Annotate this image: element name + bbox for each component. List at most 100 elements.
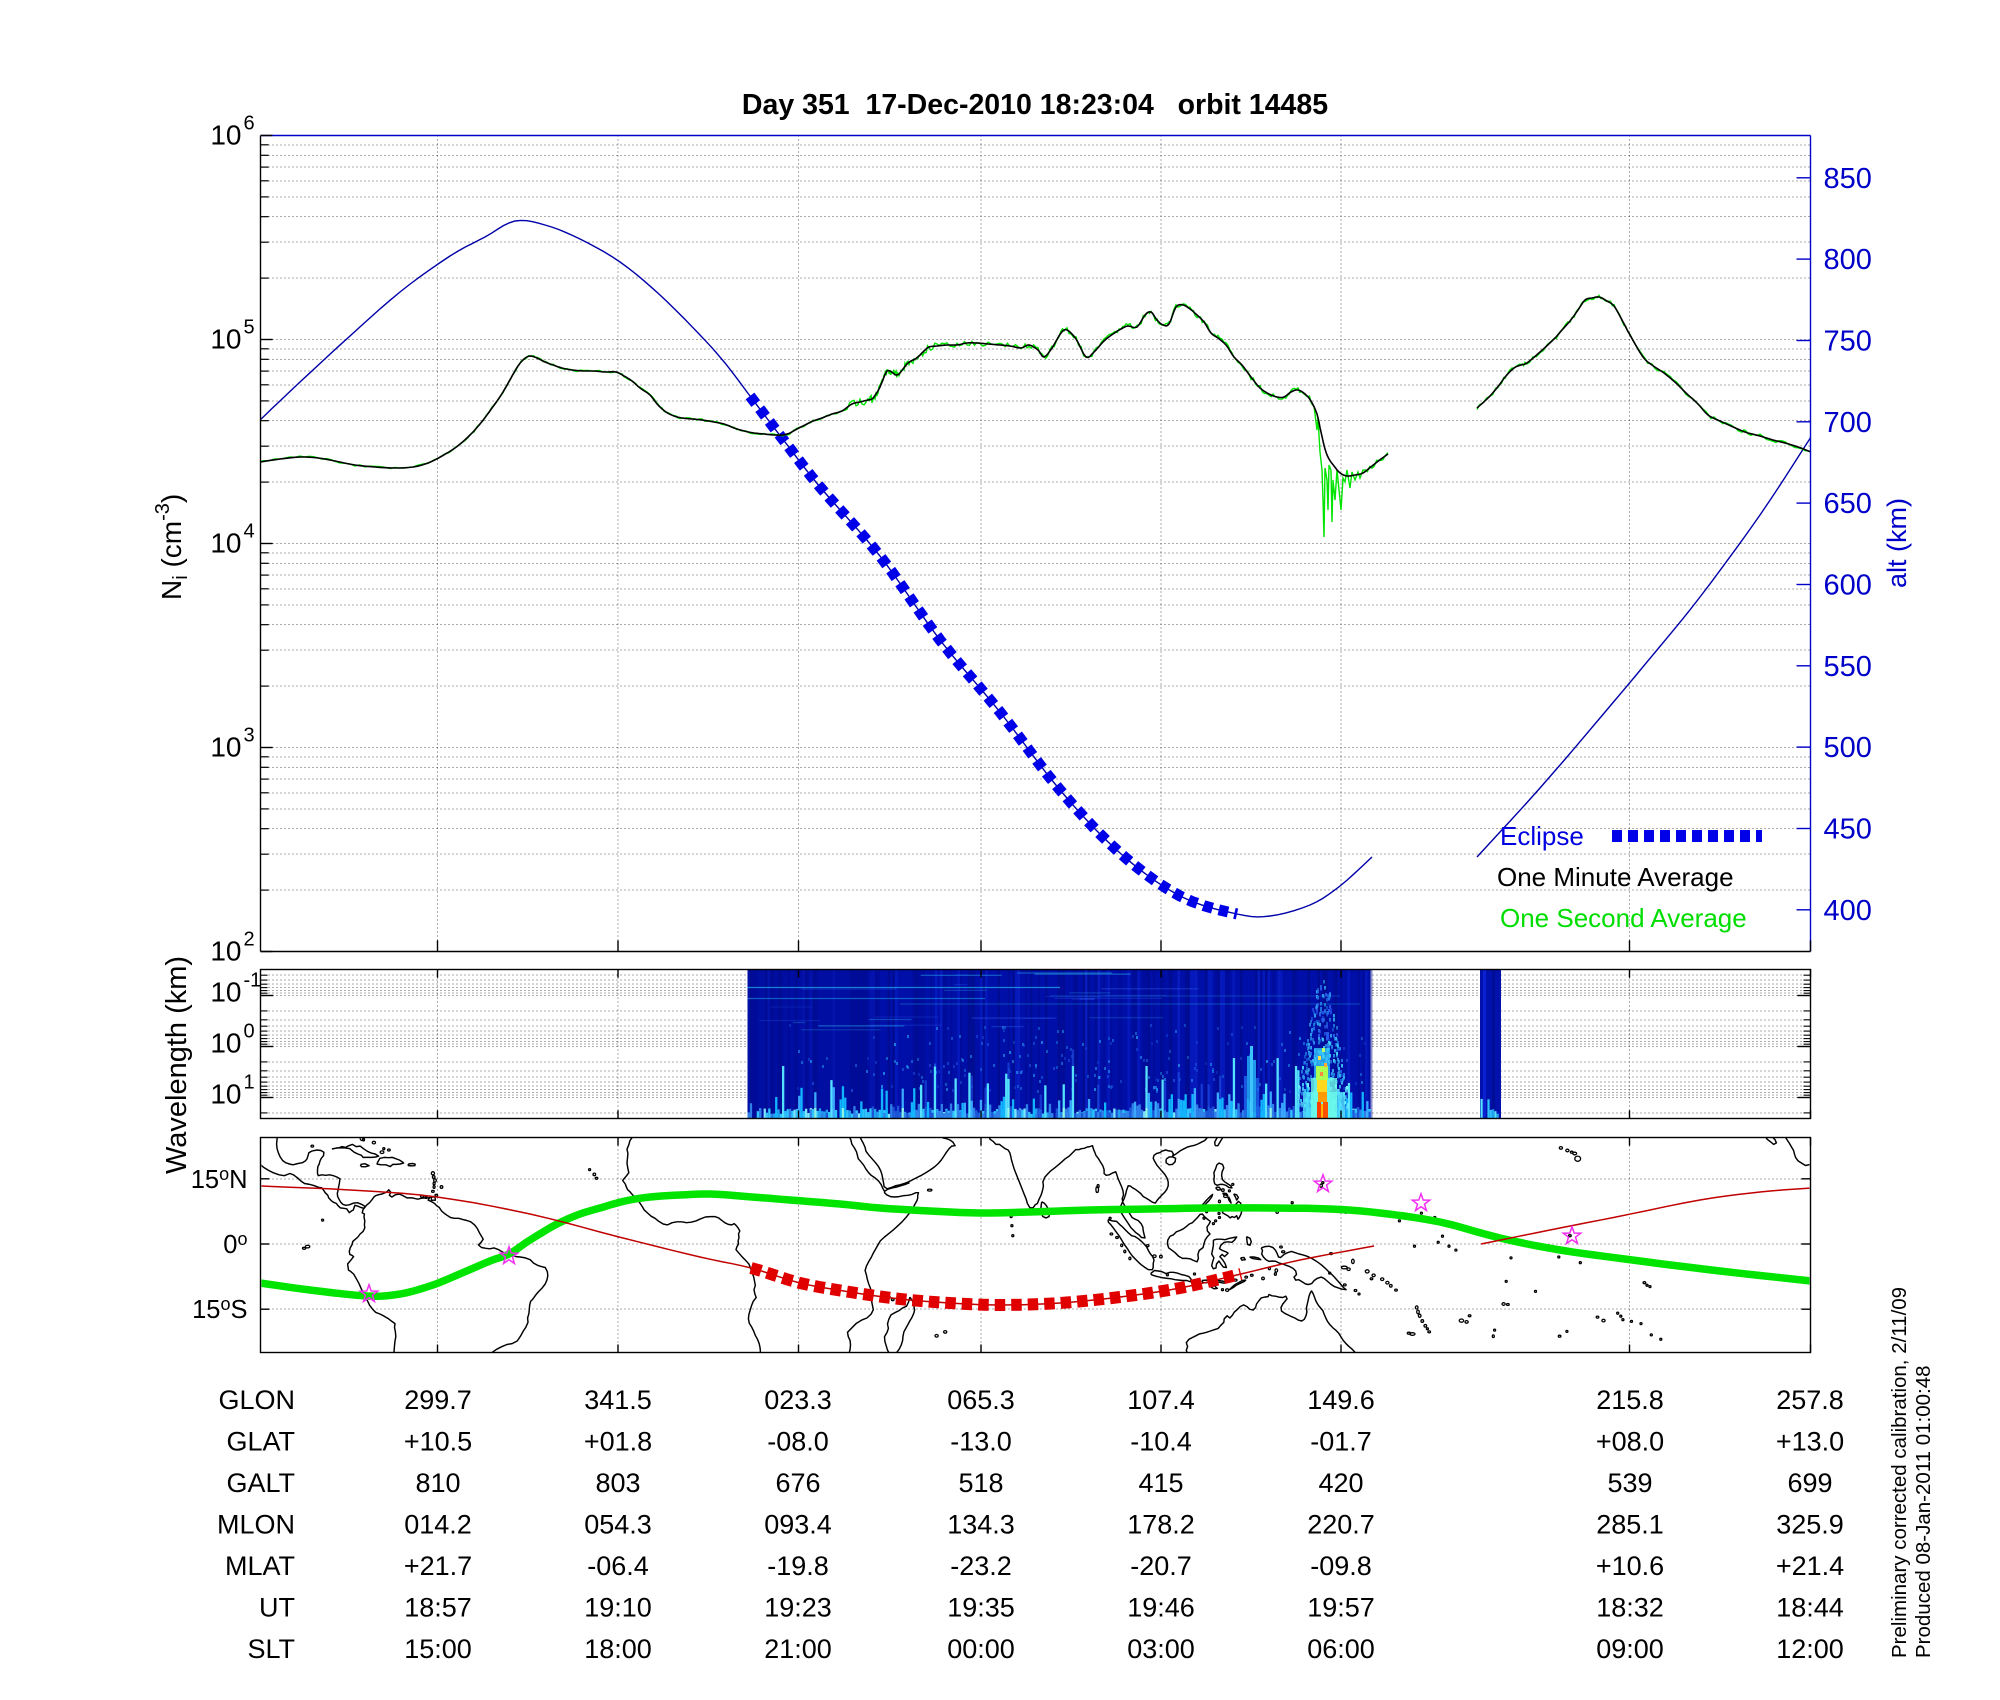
svg-text:06:00: 06:00: [1307, 1634, 1375, 1664]
svg-text:093.4: 093.4: [764, 1510, 832, 1540]
svg-text:550: 550: [1824, 651, 1872, 683]
svg-text:15:00: 15:00: [404, 1634, 472, 1664]
svg-text:299.7: 299.7: [404, 1385, 472, 1415]
svg-text:676: 676: [775, 1468, 820, 1498]
svg-text:18:57: 18:57: [404, 1593, 472, 1623]
svg-text:107.4: 107.4: [1127, 1385, 1195, 1415]
svg-text:4: 4: [244, 521, 255, 543]
svg-text:GLON: GLON: [218, 1385, 295, 1415]
svg-text:03:00: 03:00: [1127, 1634, 1195, 1664]
svg-text:10: 10: [210, 324, 241, 355]
svg-text:518: 518: [958, 1468, 1003, 1498]
svg-text:Produced 08-Jan-2011 01:00:48: Produced 08-Jan-2011 01:00:48: [1912, 1365, 1935, 1658]
svg-text:215.8: 215.8: [1596, 1385, 1664, 1415]
svg-text:10: 10: [210, 1079, 241, 1110]
svg-text:+13.0: +13.0: [1776, 1427, 1844, 1457]
svg-text:00:00: 00:00: [947, 1634, 1015, 1664]
svg-text:1: 1: [244, 1072, 255, 1094]
svg-text:-23.2: -23.2: [950, 1551, 1012, 1581]
svg-text:alt (km): alt (km): [1882, 498, 1912, 588]
svg-text:134.3: 134.3: [947, 1510, 1015, 1540]
svg-text:023.3: 023.3: [764, 1385, 832, 1415]
svg-text:18:44: 18:44: [1776, 1593, 1844, 1623]
svg-text:178.2: 178.2: [1127, 1510, 1195, 1540]
svg-text:600: 600: [1824, 570, 1872, 602]
svg-text:+21.4: +21.4: [1776, 1551, 1844, 1581]
svg-text:650: 650: [1824, 488, 1872, 520]
svg-text:15oN: 15oN: [191, 1164, 248, 1194]
svg-text:-19.8: -19.8: [767, 1551, 829, 1581]
svg-text:MLON: MLON: [217, 1510, 295, 1540]
svg-text:285.1: 285.1: [1596, 1510, 1664, 1540]
svg-text:10: 10: [210, 936, 241, 967]
svg-text:065.3: 065.3: [947, 1385, 1015, 1415]
svg-text:450: 450: [1824, 814, 1872, 846]
svg-text:18:32: 18:32: [1596, 1593, 1664, 1623]
svg-text:-1: -1: [244, 970, 262, 992]
svg-text:10: 10: [210, 120, 241, 151]
svg-text:810: 810: [415, 1468, 460, 1498]
svg-text:18:00: 18:00: [584, 1634, 652, 1664]
svg-text:0: 0: [244, 1021, 255, 1043]
svg-text:Wavelength (km): Wavelength (km): [161, 956, 193, 1174]
svg-text:341.5: 341.5: [584, 1385, 652, 1415]
svg-text:Day 351 17-Dec-2010 18:23:04: Day 351 17-Dec-2010 18:23:04 orbit 14485: [742, 89, 1328, 121]
svg-text:+10.5: +10.5: [404, 1427, 472, 1457]
svg-text:700: 700: [1824, 407, 1872, 439]
svg-text:One Second Average: One Second Average: [1500, 903, 1747, 933]
svg-text:500: 500: [1824, 732, 1872, 764]
svg-text:850: 850: [1824, 163, 1872, 195]
svg-text:2: 2: [244, 929, 255, 951]
svg-text:325.9: 325.9: [1776, 1510, 1844, 1540]
svg-text:+01.8: +01.8: [584, 1427, 652, 1457]
svg-text:803: 803: [595, 1468, 640, 1498]
svg-text:-20.7: -20.7: [1130, 1551, 1192, 1581]
svg-text:0o: 0o: [223, 1229, 247, 1259]
svg-text:SLT: SLT: [247, 1634, 295, 1664]
svg-text:Ni (cm-3): Ni (cm-3): [152, 494, 192, 600]
svg-text:014.2: 014.2: [404, 1510, 472, 1540]
svg-text:10: 10: [210, 977, 241, 1008]
svg-text:3: 3: [244, 725, 255, 747]
svg-text:750: 750: [1824, 326, 1872, 358]
svg-text:400: 400: [1824, 895, 1872, 927]
svg-text:+08.0: +08.0: [1596, 1427, 1664, 1457]
svg-text:220.7: 220.7: [1307, 1510, 1375, 1540]
svg-text:19:35: 19:35: [947, 1593, 1015, 1623]
svg-text:-09.8: -09.8: [1310, 1551, 1372, 1581]
svg-text:-10.4: -10.4: [1130, 1427, 1192, 1457]
svg-text:699: 699: [1787, 1468, 1832, 1498]
svg-text:19:23: 19:23: [764, 1593, 832, 1623]
svg-text:6: 6: [244, 113, 255, 135]
svg-text:420: 420: [1318, 1468, 1363, 1498]
svg-text:12:00: 12:00: [1776, 1634, 1844, 1664]
svg-text:09:00: 09:00: [1596, 1634, 1664, 1664]
svg-text:GALT: GALT: [226, 1468, 295, 1498]
svg-text:054.3: 054.3: [584, 1510, 652, 1540]
svg-text:257.8: 257.8: [1776, 1385, 1844, 1415]
svg-text:539: 539: [1607, 1468, 1652, 1498]
svg-text:19:10: 19:10: [584, 1593, 652, 1623]
svg-text:15oS: 15oS: [192, 1294, 247, 1324]
svg-text:5: 5: [244, 317, 255, 339]
svg-text:GLAT: GLAT: [226, 1427, 295, 1457]
svg-text:One Minute Average: One Minute Average: [1497, 862, 1734, 892]
svg-text:Eclipse: Eclipse: [1500, 821, 1584, 851]
svg-text:149.6: 149.6: [1307, 1385, 1375, 1415]
svg-text:+10.6: +10.6: [1596, 1551, 1664, 1581]
svg-text:Preliminary corrected calibrat: Preliminary corrected calibration, 2/11/…: [1888, 1287, 1911, 1658]
svg-text:MLAT: MLAT: [225, 1551, 295, 1581]
svg-text:10: 10: [210, 1028, 241, 1059]
svg-text:+21.7: +21.7: [404, 1551, 472, 1581]
svg-text:19:46: 19:46: [1127, 1593, 1195, 1623]
svg-text:-08.0: -08.0: [767, 1427, 829, 1457]
svg-text:-06.4: -06.4: [587, 1551, 649, 1581]
svg-text:-13.0: -13.0: [950, 1427, 1012, 1457]
svg-text:10: 10: [210, 528, 241, 559]
svg-text:10: 10: [210, 732, 241, 763]
svg-text:-01.7: -01.7: [1310, 1427, 1372, 1457]
svg-text:UT: UT: [259, 1593, 295, 1623]
svg-text:415: 415: [1138, 1468, 1183, 1498]
svg-text:800: 800: [1824, 244, 1872, 276]
svg-text:19:57: 19:57: [1307, 1593, 1375, 1623]
